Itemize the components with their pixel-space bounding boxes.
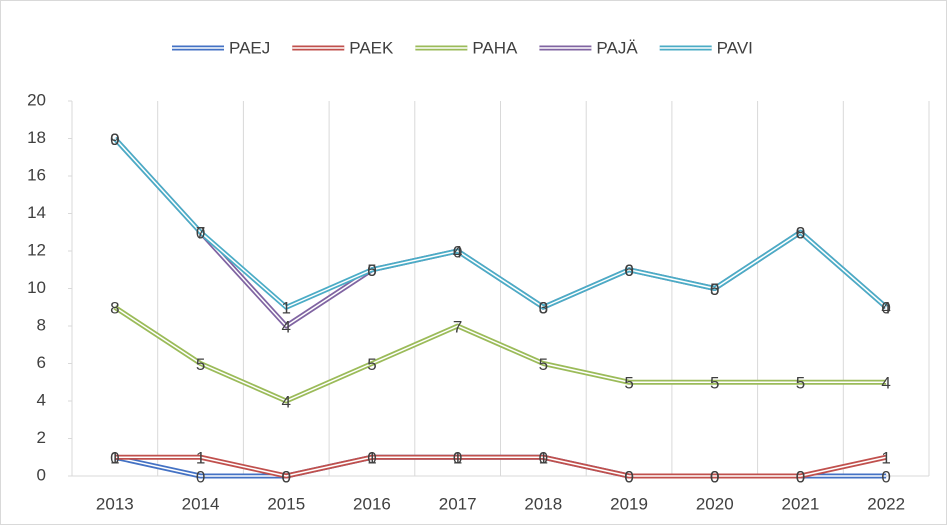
legend-label: PAEJ (229, 38, 270, 57)
data-label: 6 (624, 261, 633, 280)
data-label: 0 (539, 449, 548, 468)
legend-label: PAEK (349, 38, 394, 57)
data-label: 0 (881, 299, 890, 318)
data-label: 0 (624, 261, 633, 280)
data-label: 4 (282, 317, 291, 336)
series-line-inner (114, 137, 887, 308)
series-line-inner (114, 456, 887, 477)
data-label: 0 (110, 449, 119, 468)
data-label: 4 (282, 392, 291, 411)
y-tick-label: 18 (27, 128, 46, 147)
data-label: 0 (453, 242, 462, 261)
data-label: 5 (710, 374, 719, 393)
data-label: 1 (367, 449, 376, 468)
data-label: 0 (624, 467, 633, 486)
data-label: 7 (196, 224, 205, 243)
y-tick-label: 8 (37, 315, 46, 334)
data-label: 0 (796, 224, 805, 243)
data-label: 5 (539, 355, 548, 374)
y-tick-label: 0 (37, 465, 46, 484)
data-label: 5 (367, 355, 376, 374)
x-tick-label: 2017 (439, 494, 477, 513)
data-label: 0 (110, 130, 119, 149)
y-tick-label: 6 (37, 353, 46, 372)
x-tick-label: 2019 (610, 494, 648, 513)
y-tick-label: 20 (27, 90, 46, 109)
x-tick-label: 2022 (867, 494, 905, 513)
data-label: 3 (539, 299, 548, 318)
data-label: 7 (453, 317, 462, 336)
data-label: 0 (196, 467, 205, 486)
data-label: 8 (796, 224, 805, 243)
series-line-inner (114, 306, 887, 402)
legend: PAEJ PAEK PAHA PAJÄ PAVI (172, 38, 753, 57)
data-label: 5 (624, 374, 633, 393)
x-tick-label: 2021 (782, 494, 820, 513)
data-label: 1 (282, 299, 291, 318)
data-label: 0 (710, 467, 719, 486)
data-label: 0 (624, 467, 633, 486)
data-label: 0 (710, 467, 719, 486)
data-label: 0 (453, 449, 462, 468)
data-label: 8 (110, 299, 119, 318)
legend-label: PAVI (717, 38, 753, 57)
data-label: 0 (196, 224, 205, 243)
data-label: 1 (881, 449, 890, 468)
data-label: 0 (796, 467, 805, 486)
data-label: 9 (110, 130, 119, 149)
data-label: 1 (539, 449, 548, 468)
x-tick-label: 2016 (353, 494, 391, 513)
data-label: 0 (881, 467, 890, 486)
data-label: 0 (367, 261, 376, 280)
data-label: 5 (196, 355, 205, 374)
data-label: 4 (453, 242, 462, 261)
y-tick-label: 12 (27, 240, 46, 259)
data-label: 0 (282, 467, 291, 486)
data-label: 4 (881, 299, 890, 318)
x-tick-label: 2014 (182, 494, 220, 513)
y-tick-label: 16 (27, 165, 46, 184)
data-label: 1 (196, 449, 205, 468)
data-label: 4 (881, 374, 890, 393)
y-tick-label: 10 (27, 278, 46, 297)
legend-label: PAHA (472, 38, 518, 57)
data-label: 5 (796, 374, 805, 393)
data-label: 5 (367, 261, 376, 280)
data-label: 0 (282, 467, 291, 486)
legend-label: PAJÄ (596, 38, 638, 57)
y-tick-label: 14 (27, 203, 46, 222)
y-tick-label: 4 (37, 390, 46, 409)
data-label: 1 (453, 449, 462, 468)
y-tick-label: 2 (37, 428, 46, 447)
data-label: 0 (367, 449, 376, 468)
data-label: 5 (710, 280, 719, 299)
x-tick-label: 2015 (267, 494, 305, 513)
data-label: 1 (110, 449, 119, 468)
x-tick-label: 2013 (96, 494, 134, 513)
data-label: 0 (710, 280, 719, 299)
data-label: 0 (539, 299, 548, 318)
data-label: 0 (796, 467, 805, 486)
x-tick-label: 2018 (524, 494, 562, 513)
x-tick-label: 2020 (696, 494, 734, 513)
